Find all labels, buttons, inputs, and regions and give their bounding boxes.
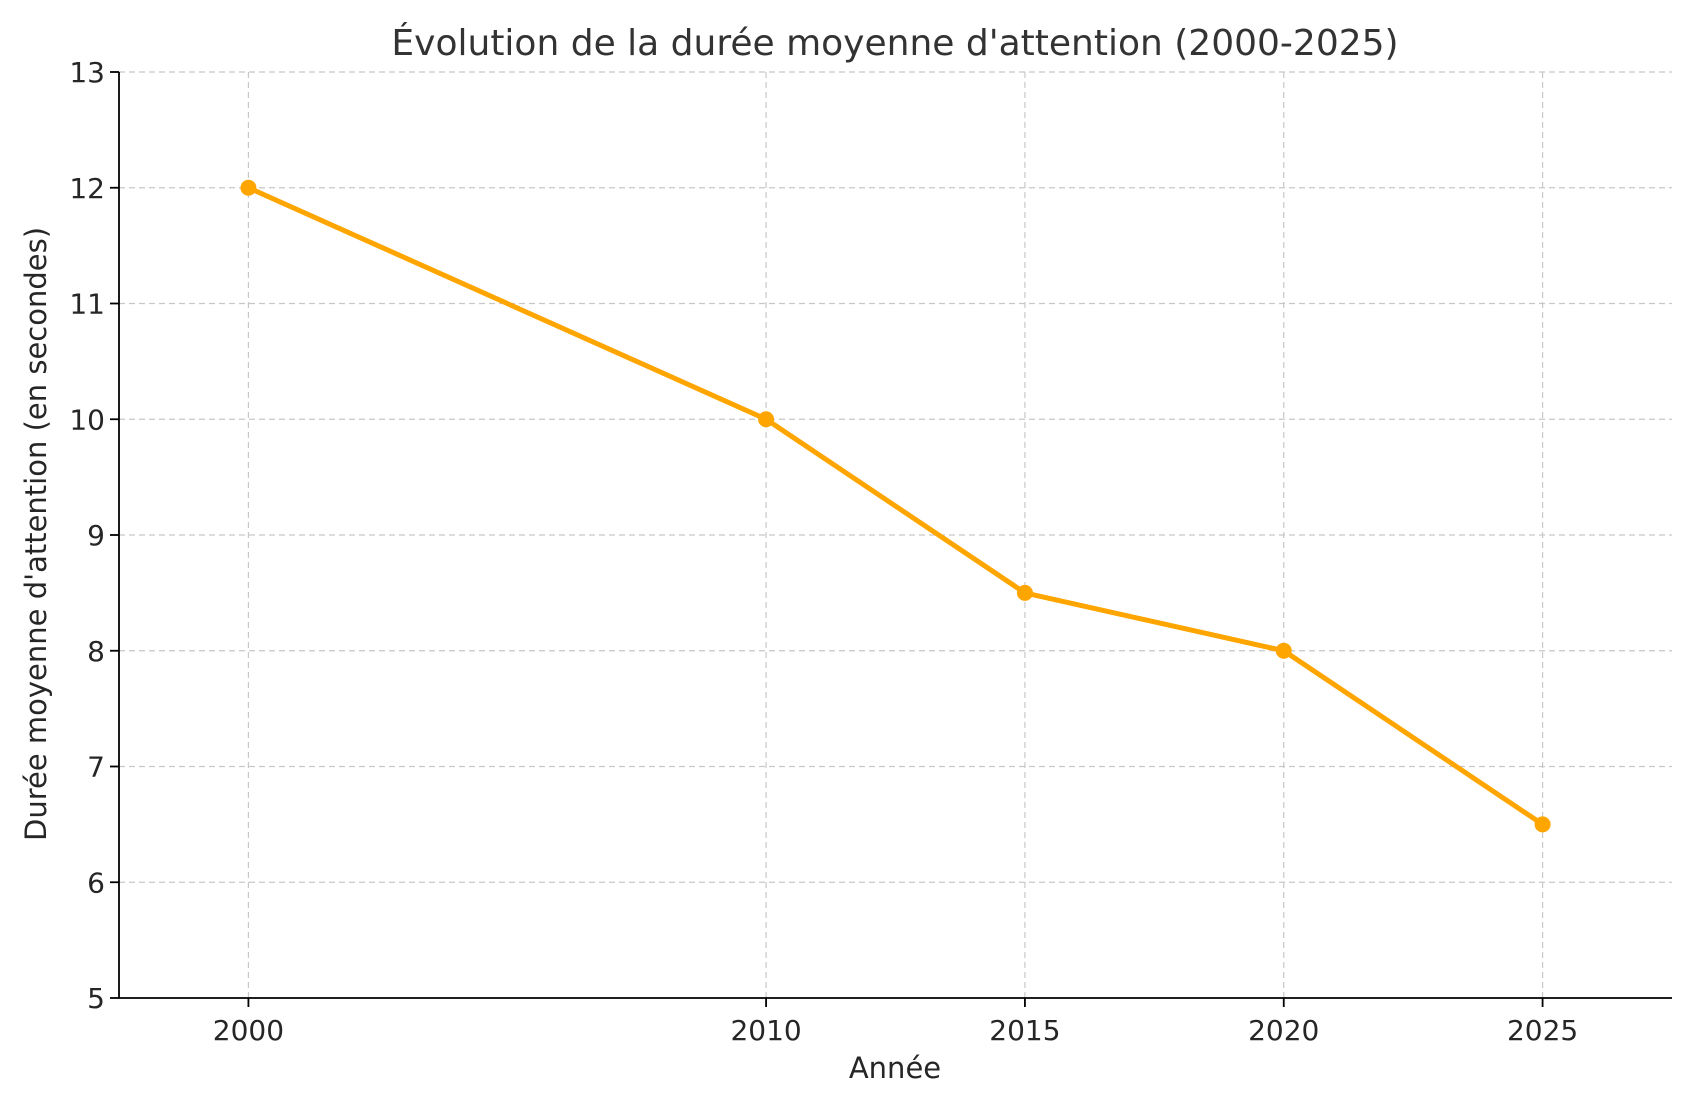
chart-title: Évolution de la durée moyenne d'attentio…	[391, 22, 1398, 64]
y-tick-label: 5	[87, 982, 105, 1015]
data-point	[758, 411, 775, 428]
y-tick-label: 10	[69, 403, 105, 436]
data-point	[1534, 816, 1551, 833]
data-point	[1016, 584, 1033, 601]
x-tick-label: 2010	[730, 1014, 801, 1047]
y-axis-label: Durée moyenne d'attention (en secondes)	[19, 227, 53, 841]
x-tick-label: 2025	[1507, 1014, 1578, 1047]
y-tick-label: 12	[69, 172, 105, 205]
x-axis-label: Année	[849, 1051, 941, 1085]
series-line	[245, 185, 1546, 827]
data-point	[1275, 642, 1292, 659]
y-tick-label: 9	[87, 519, 105, 552]
y-tick-label: 6	[87, 866, 105, 899]
x-tick-label: 2020	[1248, 1014, 1319, 1047]
y-tick-label: 11	[69, 288, 105, 321]
y-tick-label: 8	[87, 635, 105, 668]
y-tick-label: 13	[69, 56, 105, 89]
series-layer	[240, 179, 1551, 833]
ticks-layer: 5 6 7 8 9 10 11 12 13 2000 2010 2015 2020 2025	[69, 56, 1578, 1047]
data-point	[240, 179, 257, 196]
grid-layer	[119, 71, 1672, 999]
x-tick-label: 2015	[989, 1014, 1060, 1047]
y-tick-label: 7	[87, 751, 105, 784]
x-tick-label: 2000	[213, 1014, 284, 1047]
